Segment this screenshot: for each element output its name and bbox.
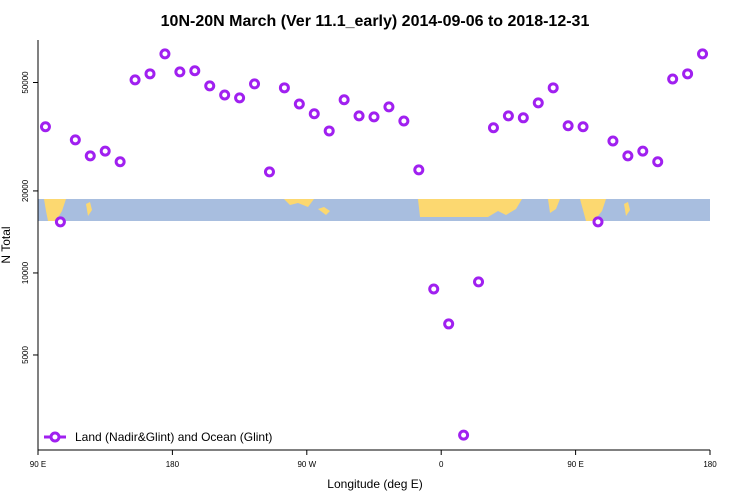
data-point <box>532 97 544 109</box>
data-point <box>443 318 455 330</box>
y-axis-label: N Total <box>0 226 13 263</box>
y-tick-label: 5000 <box>21 346 30 364</box>
data-point <box>592 216 604 228</box>
data-point <box>189 65 201 77</box>
data-point <box>562 120 574 132</box>
y-tick-label: 50000 <box>21 71 30 94</box>
data-point <box>637 145 649 157</box>
x-tick-label: 180 <box>166 460 180 469</box>
y-tick-label: 20000 <box>21 179 30 202</box>
data-point <box>517 112 529 124</box>
data-point <box>249 78 261 90</box>
data-point <box>144 68 156 80</box>
data-point <box>263 166 275 178</box>
data-point <box>308 108 320 120</box>
data-point <box>473 276 485 288</box>
x-axis-label: Longitude (deg E) <box>327 477 422 491</box>
data-point <box>323 125 335 137</box>
data-point <box>487 122 499 134</box>
data-point <box>293 98 305 110</box>
data-point <box>69 134 81 146</box>
legend-label: Land (Nadir&Glint) and Ocean (Glint) <box>75 430 272 444</box>
data-point <box>682 68 694 80</box>
data-point <box>114 156 126 168</box>
legend-marker <box>49 431 61 443</box>
data-point <box>667 73 679 85</box>
data-point <box>577 121 589 133</box>
x-tick-label: 0 <box>439 460 444 469</box>
data-point <box>368 111 380 123</box>
data-point <box>622 150 634 162</box>
data-point <box>398 115 410 127</box>
data-point <box>39 121 51 133</box>
data-point <box>652 156 664 168</box>
data-point <box>159 48 171 60</box>
data-point <box>353 110 365 122</box>
data-point <box>502 110 514 122</box>
map-strip <box>38 199 710 221</box>
data-point <box>428 283 440 295</box>
y-tick-label: 10000 <box>21 261 30 284</box>
x-tick-label: 180 <box>703 460 717 469</box>
x-tick-label: 90 E <box>567 460 583 469</box>
data-point <box>383 101 395 113</box>
data-point <box>607 135 619 147</box>
data-point <box>129 74 141 86</box>
x-tick-label: 90 W <box>297 460 316 469</box>
data-point <box>547 82 559 94</box>
x-tick-label: 90 E <box>30 460 46 469</box>
chart-title: 10N-20N March (Ver 11.1_early) 2014-09-0… <box>161 13 590 30</box>
data-point <box>458 429 470 441</box>
data-point <box>204 80 216 92</box>
data-point <box>84 150 96 162</box>
data-point <box>278 82 290 94</box>
data-point <box>219 89 231 101</box>
data-point <box>234 92 246 104</box>
data-point <box>338 94 350 106</box>
data-point <box>54 216 66 228</box>
data-point <box>697 48 709 60</box>
data-point <box>174 66 186 78</box>
data-point <box>99 145 111 157</box>
data-point <box>413 164 425 176</box>
